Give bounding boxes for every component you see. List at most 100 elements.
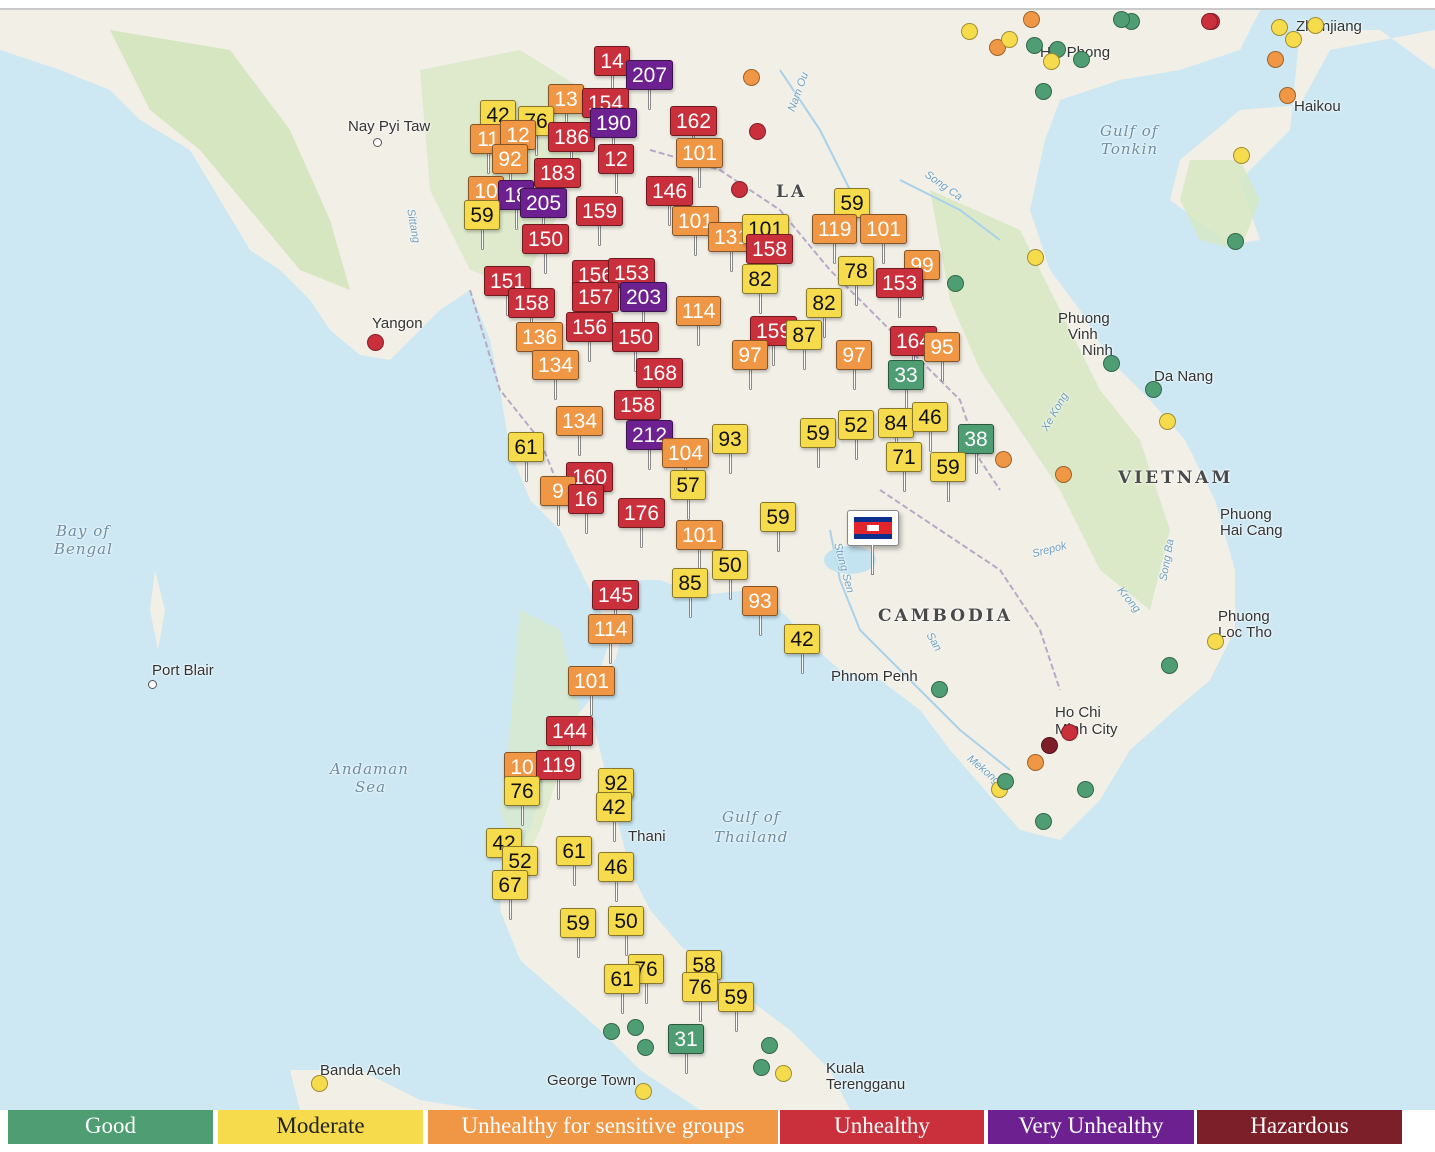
aqi-marker[interactable]: 93 [742, 586, 778, 636]
aqi-marker[interactable]: 61 [556, 836, 592, 886]
aqi-marker[interactable]: 101 [860, 214, 908, 264]
aqi-station-dot[interactable] [311, 1075, 328, 1092]
aqi-station-dot[interactable] [1026, 37, 1043, 54]
aqi-marker[interactable]: 150 [522, 224, 570, 274]
aqi-marker[interactable]: 176 [618, 498, 666, 548]
aqi-station-dot[interactable] [1035, 813, 1052, 830]
aqi-marker[interactable]: 145 [592, 580, 640, 630]
aqi-marker[interactable]: 159 [576, 196, 624, 246]
legend-unhealthy[interactable]: Unhealthy [780, 1110, 984, 1144]
aqi-marker[interactable]: 114 [676, 296, 722, 346]
aqi-map[interactable]: Nay Pyi Taw Yangon Bay of Bengal Port Bl… [0, 10, 1435, 1110]
aqi-marker[interactable]: 82 [806, 288, 842, 338]
aqi-marker[interactable]: 95 [924, 332, 960, 382]
aqi-marker[interactable]: 104 [662, 438, 710, 488]
aqi-station-dot[interactable] [1073, 51, 1090, 68]
aqi-marker[interactable]: 33 [888, 360, 924, 410]
aqi-station-dot[interactable] [1161, 657, 1178, 674]
aqi-marker[interactable]: 82 [742, 264, 778, 314]
aqi-station-dot[interactable] [1279, 87, 1296, 104]
aqi-marker[interactable]: 31 [668, 1024, 704, 1074]
aqi-marker[interactable]: 101 [568, 666, 616, 716]
aqi-marker[interactable]: 168 [636, 358, 684, 408]
aqi-station-dot[interactable] [1077, 781, 1094, 798]
aqi-station-dot[interactable] [1043, 53, 1060, 70]
aqi-marker[interactable]: 131 [708, 222, 756, 272]
aqi-marker[interactable]: 59 [930, 452, 966, 502]
aqi-marker[interactable]: 134 [556, 406, 604, 456]
aqi-station-dot[interactable] [1271, 19, 1288, 36]
legend-moderate[interactable]: Moderate [218, 1110, 423, 1144]
aqi-marker[interactable]: 46 [912, 402, 948, 452]
aqi-marker[interactable]: 50 [712, 550, 748, 600]
aqi-marker[interactable]: 205 [520, 188, 568, 238]
aqi-marker[interactable]: 119 [812, 214, 858, 264]
aqi-station-dot[interactable] [743, 69, 760, 86]
aqi-marker[interactable]: 136 [516, 322, 564, 372]
aqi-marker[interactable]: 46 [598, 852, 634, 902]
aqi-marker[interactable]: 146 [646, 176, 694, 226]
aqi-marker[interactable]: 76 [682, 972, 718, 1022]
aqi-marker[interactable]: 97 [836, 340, 872, 390]
aqi-marker[interactable]: 57 [670, 470, 706, 520]
aqi-station-dot[interactable] [1207, 633, 1224, 650]
aqi-station-dot[interactable] [1027, 249, 1044, 266]
aqi-marker[interactable]: 38 [958, 424, 994, 474]
aqi-marker[interactable]: 50 [608, 906, 644, 956]
aqi-marker[interactable]: 13 [548, 84, 584, 134]
aqi-marker[interactable]: 153 [876, 268, 924, 318]
aqi-marker[interactable]: 92 [492, 144, 528, 194]
legend-unhealthy-sensitive[interactable]: Unhealthy for sensitive groups [428, 1110, 778, 1144]
aqi-station-dot[interactable] [1145, 381, 1162, 398]
aqi-marker[interactable]: 158 [614, 390, 662, 440]
aqi-station-dot[interactable] [1001, 31, 1018, 48]
aqi-marker[interactable]: 190 [590, 108, 638, 158]
aqi-marker[interactable]: 52 [838, 410, 874, 460]
aqi-station-dot[interactable] [749, 123, 766, 140]
aqi-station-dot[interactable] [995, 451, 1012, 468]
aqi-marker[interactable]: 150 [612, 322, 660, 372]
aqi-station-dot[interactable] [1027, 754, 1044, 771]
aqi-marker[interactable]: 16 [568, 484, 604, 534]
aqi-marker[interactable]: 157 [572, 282, 620, 332]
aqi-station-dot[interactable] [1285, 31, 1302, 48]
aqi-marker[interactable]: 59 [800, 418, 836, 468]
aqi-station-dot[interactable] [1267, 51, 1284, 68]
aqi-station-dot[interactable] [603, 1023, 620, 1040]
aqi-station-dot[interactable] [1113, 11, 1130, 28]
aqi-station-dot[interactable] [1041, 737, 1058, 754]
aqi-station-dot[interactable] [635, 1083, 652, 1100]
aqi-marker[interactable]: 59 [718, 982, 754, 1032]
aqi-marker[interactable]: 119 [536, 750, 582, 800]
aqi-station-dot[interactable] [1307, 17, 1324, 34]
aqi-marker[interactable]: 87 [786, 320, 822, 370]
aqi-station-dot[interactable] [1035, 83, 1052, 100]
aqi-station-dot[interactable] [731, 181, 748, 198]
aqi-marker[interactable]: 42 [596, 792, 632, 842]
aqi-marker[interactable]: 84 [878, 408, 914, 458]
aqi-station-dot[interactable] [1103, 355, 1120, 372]
aqi-station-dot[interactable] [997, 773, 1014, 790]
aqi-marker[interactable]: 144 [546, 716, 594, 766]
cambodia-flag-icon[interactable] [847, 510, 899, 575]
aqi-marker[interactable]: 59 [760, 502, 796, 552]
aqi-station-dot[interactable] [1023, 11, 1040, 28]
aqi-marker[interactable]: 97 [732, 340, 768, 390]
aqi-marker[interactable]: 101 [676, 520, 724, 570]
aqi-station-dot[interactable] [931, 681, 948, 698]
aqi-marker[interactable]: 59 [464, 200, 500, 250]
aqi-marker[interactable]: 93 [712, 424, 748, 474]
aqi-marker[interactable]: 59 [560, 908, 596, 958]
aqi-marker[interactable]: 14 [594, 46, 630, 96]
aqi-marker[interactable]: 156 [566, 312, 614, 362]
aqi-marker[interactable]: 158 [746, 234, 794, 284]
aqi-marker[interactable]: 203 [620, 282, 668, 332]
aqi-station-dot[interactable] [761, 1037, 778, 1054]
aqi-station-dot[interactable] [637, 1039, 654, 1056]
aqi-station-dot[interactable] [753, 1059, 770, 1076]
aqi-marker[interactable]: 61 [604, 964, 640, 1014]
aqi-station-dot[interactable] [1227, 233, 1244, 250]
aqi-station-dot[interactable] [1061, 724, 1078, 741]
legend-good[interactable]: Good [8, 1110, 213, 1144]
aqi-marker[interactable]: 42 [784, 624, 820, 674]
